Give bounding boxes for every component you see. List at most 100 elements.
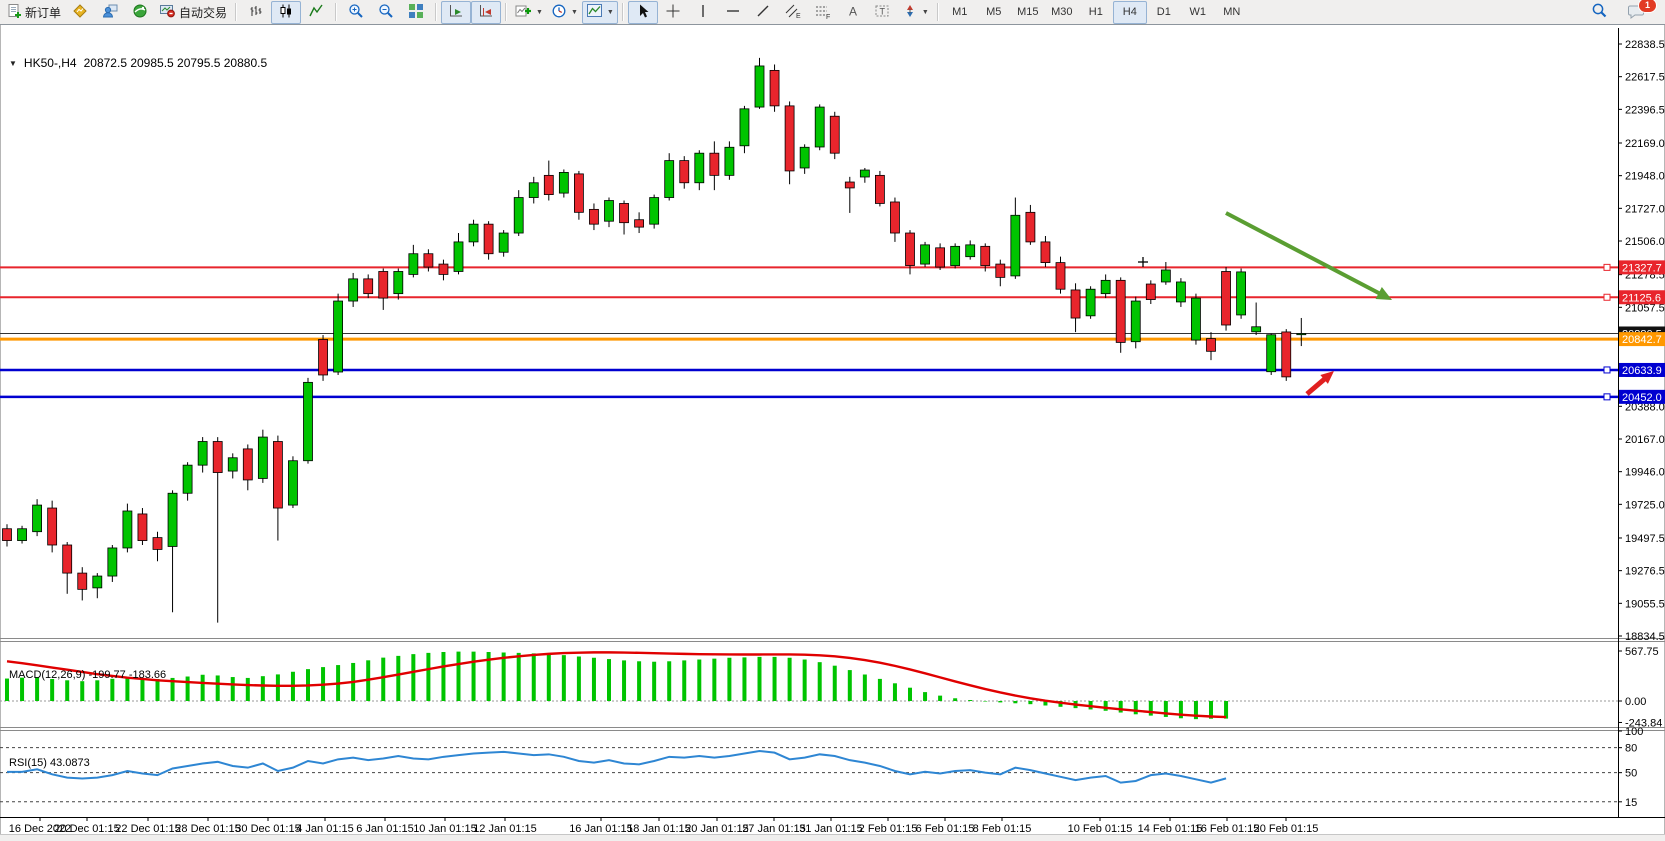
auto-trading-icon [159, 3, 176, 21]
chart-title: ▼ HK50-,H4 20872.5 20985.5 20795.5 20880… [9, 56, 267, 70]
cursor-button[interactable] [627, 0, 658, 24]
auto-trading-label: 自动交易 [179, 5, 228, 20]
chart-shift-button[interactable] [471, 0, 502, 24]
add-indicator-button[interactable]: ▼ [511, 1, 547, 24]
svg-text:2 Feb 01:15: 2 Feb 01:15 [859, 823, 918, 835]
svg-text:20633.9: 20633.9 [1622, 365, 1662, 377]
arrows-icon [902, 3, 918, 22]
svg-text:16 Feb 01:15: 16 Feb 01:15 [1195, 823, 1260, 835]
price-badge [1619, 362, 1665, 377]
candlestick-chart-button[interactable] [271, 0, 302, 24]
rsi-line [7, 749, 1227, 784]
arrows-button[interactable]: ▼ [898, 1, 933, 24]
search-button[interactable] [1584, 1, 1614, 24]
separator [621, 3, 624, 21]
chart-shift-icon [478, 3, 495, 22]
candlestick-series [2, 57, 1307, 623]
tab-timeframe-h4[interactable]: H4 [1112, 0, 1147, 24]
trendline-button[interactable] [748, 1, 778, 24]
notifications-button[interactable]: 1 [1622, 0, 1657, 24]
svg-text:80: 80 [1625, 743, 1637, 755]
macd-signal-line [6, 651, 1227, 719]
tile-windows-button[interactable] [401, 1, 431, 24]
red-annotation-arrow-head[interactable] [1320, 371, 1334, 384]
svg-text:10 Feb 01:15: 10 Feb 01:15 [1068, 823, 1133, 835]
time-axis[interactable] [39, 817, 1287, 821]
period-button[interactable]: ▼ [547, 1, 582, 24]
svg-text:4 Jan 01:15: 4 Jan 01:15 [296, 823, 354, 835]
crosshair-button[interactable] [658, 1, 688, 24]
text-button[interactable]: A [838, 1, 868, 24]
line-chart-button[interactable] [301, 1, 331, 24]
line-handle[interactable] [1603, 263, 1611, 271]
svg-text:6 Jan 01:15: 6 Jan 01:15 [356, 823, 414, 835]
price-badge [1619, 389, 1665, 404]
svg-text:19497.5: 19497.5 [1625, 533, 1665, 545]
macd-pane [0, 651, 1618, 720]
svg-text:21506.0: 21506.0 [1625, 236, 1665, 248]
green-trend-arrow-head[interactable] [1375, 287, 1392, 300]
svg-text:-243.84: -243.84 [1625, 717, 1662, 729]
green-trend-arrow[interactable] [1225, 211, 1387, 299]
line-handle[interactable] [1603, 393, 1611, 401]
tab-timeframe-m1[interactable]: M1 [952, 6, 968, 18]
chevron-down-icon: ▼ [921, 8, 929, 16]
cursor-icon [635, 3, 650, 22]
tab-timeframe-h1[interactable]: H1 [1088, 6, 1103, 18]
svg-text:T: T [880, 6, 886, 16]
market-watch-button[interactable] [65, 1, 95, 24]
svg-text:31 Jan 01:15: 31 Jan 01:15 [799, 823, 863, 835]
svg-text:16 Dec 2022: 16 Dec 2022 [9, 823, 71, 835]
text-icon: A [846, 3, 860, 22]
auto-scroll-icon [448, 3, 465, 22]
template-icon [586, 3, 603, 21]
line-handle[interactable] [1603, 293, 1611, 301]
rsi-pane [0, 747, 1618, 803]
svg-text:A: A [849, 4, 857, 18]
template-button[interactable]: ▼ [581, 0, 618, 24]
tab-timeframe-d1[interactable]: D1 [1156, 6, 1171, 18]
tab-timeframe-m5[interactable]: M5 [986, 6, 1002, 18]
tab-timeframe-mn[interactable]: MN [1223, 6, 1241, 18]
auto-trading-button[interactable]: 自动交易 [155, 1, 231, 24]
line-handle[interactable] [1603, 366, 1611, 374]
new-order-label: 新订单 [25, 5, 62, 20]
tab-timeframe-m30[interactable]: M30 [1051, 6, 1073, 18]
zoom-in-button[interactable] [341, 1, 371, 24]
svg-text:567.75: 567.75 [1625, 646, 1659, 658]
svg-text:8 Feb 01:15: 8 Feb 01:15 [973, 823, 1032, 835]
svg-text:E: E [796, 13, 801, 19]
bar-chart-button[interactable] [241, 1, 271, 24]
svg-text:22396.5: 22396.5 [1625, 104, 1665, 116]
svg-text:16 Jan 01:15: 16 Jan 01:15 [569, 823, 633, 835]
tab-timeframe-m15[interactable]: M15 [1017, 6, 1039, 18]
zoom-out-button[interactable] [371, 1, 401, 24]
fibonacci-button[interactable]: F [808, 1, 838, 24]
auto-scroll-button[interactable] [441, 0, 472, 24]
svg-text:22169.0: 22169.0 [1625, 138, 1665, 150]
svg-text:28 Dec 01:15: 28 Dec 01:15 [175, 823, 240, 835]
svg-text:20167.0: 20167.0 [1625, 434, 1665, 446]
tab-timeframe-w1[interactable]: W1 [1189, 6, 1207, 18]
equidistant-channel-button[interactable]: E [778, 1, 808, 24]
macd-label: MACD(12,26,9) -199.77 -183.66 [9, 669, 167, 681]
svg-text:20 Feb 01:15: 20 Feb 01:15 [1254, 823, 1319, 835]
svg-text:20388.0: 20388.0 [1625, 401, 1665, 413]
vertical-line-button[interactable] [688, 1, 718, 24]
chevron-down-icon: ▼ [570, 8, 578, 16]
separator [505, 3, 508, 21]
svg-text:18834.5: 18834.5 [1625, 631, 1665, 643]
svg-text:20 Dec 01:15: 20 Dec 01:15 [54, 823, 119, 835]
new-order-button[interactable]: 新订单 [3, 1, 65, 24]
symbol-menu-icon[interactable]: ▼ [9, 58, 17, 68]
market-watch-icon [72, 3, 88, 22]
navigator-button[interactable] [125, 1, 155, 24]
horizontal-line-button[interactable] [718, 1, 748, 24]
data-window-button[interactable] [95, 1, 125, 24]
text-label-button[interactable]: T [868, 1, 898, 24]
add-indicator-icon [515, 3, 532, 22]
zoom-in-icon [348, 3, 365, 22]
crosshair-icon [665, 3, 681, 22]
price-axis[interactable] [1618, 28, 1622, 817]
